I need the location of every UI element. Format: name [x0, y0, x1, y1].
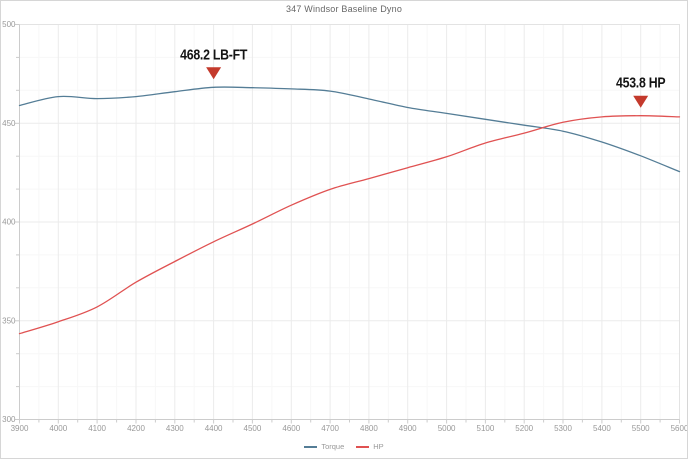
y-axis-label: 300	[2, 415, 16, 424]
x-axis-label: 4700	[321, 424, 339, 433]
legend-item-hp[interactable]: HP	[356, 442, 384, 451]
x-axis-label: 4300	[166, 424, 184, 433]
peak-torque-label: 468.2 LB-FT	[180, 46, 248, 62]
x-axis-label: 4500	[244, 424, 262, 433]
x-axis-label: 5000	[438, 424, 456, 433]
x-axis-label: 3900	[11, 424, 29, 433]
y-axis-label: 450	[2, 119, 16, 128]
x-axis-label: 4100	[88, 424, 106, 433]
x-axis-label: 5500	[632, 424, 650, 433]
x-axis-label: 4800	[360, 424, 378, 433]
legend-label-hp: HP	[373, 442, 384, 451]
x-axis-label: 5400	[593, 424, 611, 433]
x-axis-label: 5600	[671, 424, 688, 433]
peak-torque-marker-icon	[206, 67, 222, 80]
hp-line-swatch	[356, 445, 370, 448]
peak-hp-marker-icon	[633, 95, 649, 108]
torque-line-swatch	[304, 445, 318, 448]
y-axis-label: 500	[2, 20, 16, 29]
chart-title: 347 Windsor Baseline Dyno	[285, 4, 403, 14]
legend-label-torque: Torque	[321, 442, 345, 451]
legend: Torque HP	[1, 442, 687, 451]
x-axis-label: 4200	[127, 424, 145, 433]
legend-item-torque[interactable]: Torque	[304, 442, 344, 451]
y-axis-label: 400	[2, 218, 16, 227]
x-axis-label: 5300	[554, 424, 572, 433]
peak-hp-label: 453.8 HP	[616, 75, 666, 91]
torque-curve[interactable]	[18, 86, 681, 173]
x-axis-label: 4600	[282, 424, 300, 433]
hp-curve[interactable]	[18, 115, 681, 335]
x-axis-label: 5200	[515, 424, 533, 433]
x-axis-label: 4900	[399, 424, 417, 433]
x-axis-label: 5100	[477, 424, 495, 433]
y-axis-label: 350	[2, 316, 16, 325]
x-axis-label: 4400	[205, 424, 223, 433]
x-axis-label: 4000	[49, 424, 67, 433]
